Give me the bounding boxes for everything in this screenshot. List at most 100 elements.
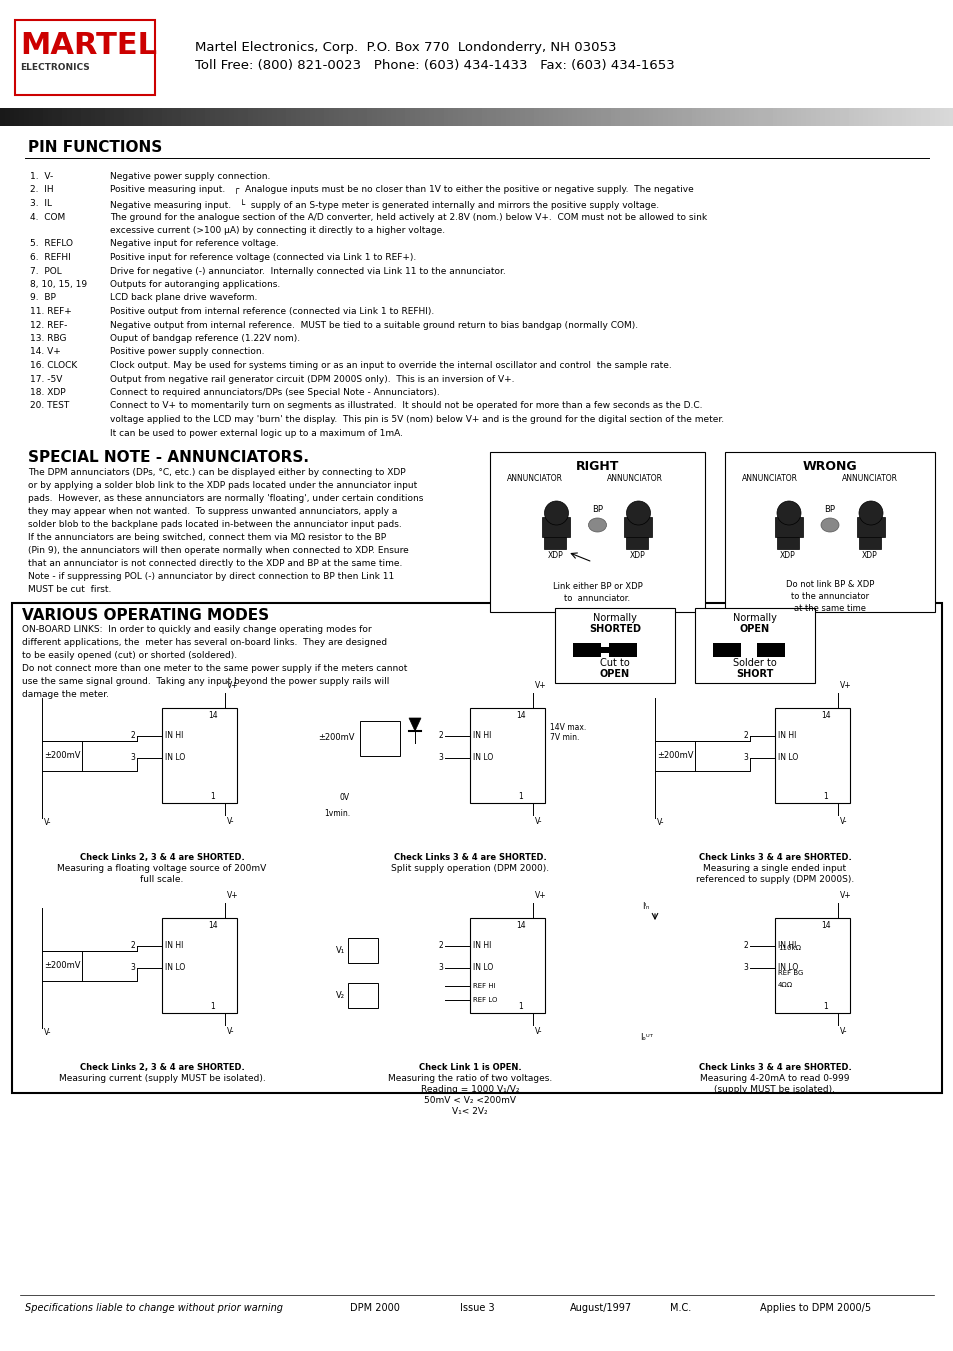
- Text: 1: 1: [211, 792, 215, 801]
- Text: Solder to: Solder to: [732, 658, 776, 667]
- Text: Positive output from internal reference (connected via Link 1 to REFHI).: Positive output from internal reference …: [110, 307, 434, 316]
- Bar: [555, 608, 675, 684]
- Ellipse shape: [626, 501, 650, 526]
- Text: 20. TEST: 20. TEST: [30, 401, 70, 411]
- Ellipse shape: [588, 517, 606, 532]
- Text: Check Link 1 is OPEN.: Check Link 1 is OPEN.: [418, 1063, 520, 1071]
- Text: MUST be cut  first.: MUST be cut first.: [28, 585, 112, 594]
- Text: V+: V+: [227, 892, 238, 900]
- Text: BP: BP: [592, 505, 602, 513]
- Text: full scale.: full scale.: [140, 875, 184, 884]
- Text: 2.  IH: 2. IH: [30, 185, 53, 195]
- Text: 6.  REFHI: 6. REFHI: [30, 253, 71, 262]
- Ellipse shape: [821, 517, 838, 532]
- Text: Reading = 1000 V₁/V₂: Reading = 1000 V₁/V₂: [420, 1085, 518, 1094]
- Text: V-: V-: [227, 1027, 234, 1036]
- Text: (Pin 9), the annunciators will then operate normally when connected to XDP. Ensu: (Pin 9), the annunciators will then oper…: [28, 546, 408, 555]
- Text: ANNUNCIATOR: ANNUNCIATOR: [741, 474, 797, 484]
- Text: VARIOUS OPERATING MODES: VARIOUS OPERATING MODES: [22, 608, 269, 623]
- Text: DPM 2000: DPM 2000: [350, 1302, 399, 1313]
- Text: V+: V+: [227, 681, 238, 690]
- Text: Cut to: Cut to: [599, 658, 629, 667]
- Bar: [12, 603, 941, 1093]
- Text: V+: V+: [535, 892, 546, 900]
- Bar: [856, 517, 884, 536]
- Text: IN LO: IN LO: [165, 754, 185, 762]
- Text: 17. -5V: 17. -5V: [30, 374, 62, 384]
- Text: 50mV < V₂ <200mV: 50mV < V₂ <200mV: [423, 1096, 516, 1105]
- Polygon shape: [409, 717, 420, 731]
- Bar: [162, 917, 236, 1013]
- Text: V+: V+: [840, 681, 851, 690]
- Text: ±200mV: ±200mV: [44, 751, 80, 761]
- Text: Do not link BP & XDP: Do not link BP & XDP: [785, 580, 873, 589]
- Text: at the same time: at the same time: [793, 604, 865, 613]
- Text: 3: 3: [742, 754, 747, 762]
- Text: V₁< 2V₂: V₁< 2V₂: [452, 1106, 487, 1116]
- Bar: [162, 708, 236, 802]
- Text: they may appear when not wanted.  To suppress unwanted annunciators, apply a: they may appear when not wanted. To supp…: [28, 507, 397, 516]
- Ellipse shape: [544, 501, 568, 526]
- Text: Positive measuring input.   ┌  Analogue inputs must be no closer than 1V to eith: Positive measuring input. ┌ Analogue inp…: [110, 185, 693, 195]
- Text: 1: 1: [211, 1002, 215, 1011]
- Ellipse shape: [776, 501, 801, 526]
- Text: REF BG: REF BG: [778, 970, 802, 975]
- Text: ON-BOARD LINKS:  In order to quickly and easily change operating modes for: ON-BOARD LINKS: In order to quickly and …: [22, 626, 372, 634]
- Bar: [724, 453, 934, 612]
- Text: Measuring the ratio of two voltages.: Measuring the ratio of two voltages.: [388, 1074, 552, 1084]
- Text: to  annunciator.: to annunciator.: [564, 594, 630, 603]
- Text: Measuring a floating voltage source of 200mV: Measuring a floating voltage source of 2…: [57, 865, 266, 873]
- Bar: [0, 0, 953, 115]
- Text: 3: 3: [437, 754, 442, 762]
- Text: REF HI: REF HI: [473, 984, 496, 989]
- Bar: [470, 708, 544, 802]
- Text: 110kΩ: 110kΩ: [778, 944, 801, 951]
- Text: 1: 1: [518, 1002, 523, 1011]
- Text: IN LO: IN LO: [778, 963, 798, 973]
- Text: IN HI: IN HI: [165, 731, 183, 740]
- Text: 4.  COM: 4. COM: [30, 212, 65, 222]
- Text: 2: 2: [742, 942, 747, 951]
- Text: Martel Electronics, Corp.  P.O. Box 770  Londonderry, NH 03053: Martel Electronics, Corp. P.O. Box 770 L…: [194, 41, 616, 54]
- Text: Normally: Normally: [593, 613, 637, 623]
- Text: 2: 2: [437, 731, 442, 740]
- Text: August/1997: August/1997: [569, 1302, 632, 1313]
- Text: 14: 14: [208, 711, 217, 720]
- Text: V+: V+: [535, 681, 546, 690]
- Text: 1: 1: [822, 792, 827, 801]
- Text: 7V min.: 7V min.: [550, 734, 578, 742]
- Text: PIN FUNCTIONS: PIN FUNCTIONS: [28, 141, 162, 155]
- Text: Do not connect more than one meter to the same power supply if the meters cannot: Do not connect more than one meter to th…: [22, 663, 407, 673]
- Text: 3: 3: [742, 963, 747, 973]
- Text: MARTEL: MARTEL: [20, 31, 157, 59]
- Text: 1.  V-: 1. V-: [30, 172, 53, 181]
- Text: M.C.: M.C.: [669, 1302, 691, 1313]
- Text: (supply MUST be isolated).: (supply MUST be isolated).: [714, 1085, 835, 1094]
- Text: REF LO: REF LO: [473, 997, 497, 1002]
- Text: Split supply operation (DPM 2000).: Split supply operation (DPM 2000).: [391, 865, 549, 873]
- Text: V-: V-: [535, 817, 542, 825]
- Text: Negative output from internal reference.  MUST be tied to a suitable ground retu: Negative output from internal reference.…: [110, 320, 638, 330]
- Text: Note - if suppressing POL (-) annunciator by direct connection to BP then Link 1: Note - if suppressing POL (-) annunciato…: [28, 571, 394, 581]
- Text: voltage applied to the LCD may 'burn' the display.  This pin is 5V (nom) below V: voltage applied to the LCD may 'burn' th…: [110, 415, 723, 424]
- Text: BP: BP: [823, 505, 835, 513]
- Text: 14: 14: [516, 921, 525, 929]
- Text: V₁: V₁: [335, 946, 345, 955]
- Bar: [695, 608, 814, 684]
- Text: IN HI: IN HI: [778, 731, 796, 740]
- Text: Iₒᵁᵀ: Iₒᵁᵀ: [639, 1034, 652, 1042]
- Bar: [470, 917, 544, 1013]
- Text: ANNUNCIATOR: ANNUNCIATOR: [506, 474, 562, 484]
- Text: 1: 1: [822, 1002, 827, 1011]
- Text: Positive input for reference voltage (connected via Link 1 to REF+).: Positive input for reference voltage (co…: [110, 253, 416, 262]
- Text: 1: 1: [518, 792, 523, 801]
- Text: 13. RBG: 13. RBG: [30, 334, 67, 343]
- Text: damage the meter.: damage the meter.: [22, 690, 109, 698]
- Bar: [626, 536, 648, 549]
- Text: 2: 2: [131, 942, 135, 951]
- Bar: [774, 517, 802, 536]
- Bar: [42, 740, 82, 770]
- Bar: [15, 20, 154, 95]
- Text: V+: V+: [840, 892, 851, 900]
- Text: 18. XDP: 18. XDP: [30, 388, 66, 397]
